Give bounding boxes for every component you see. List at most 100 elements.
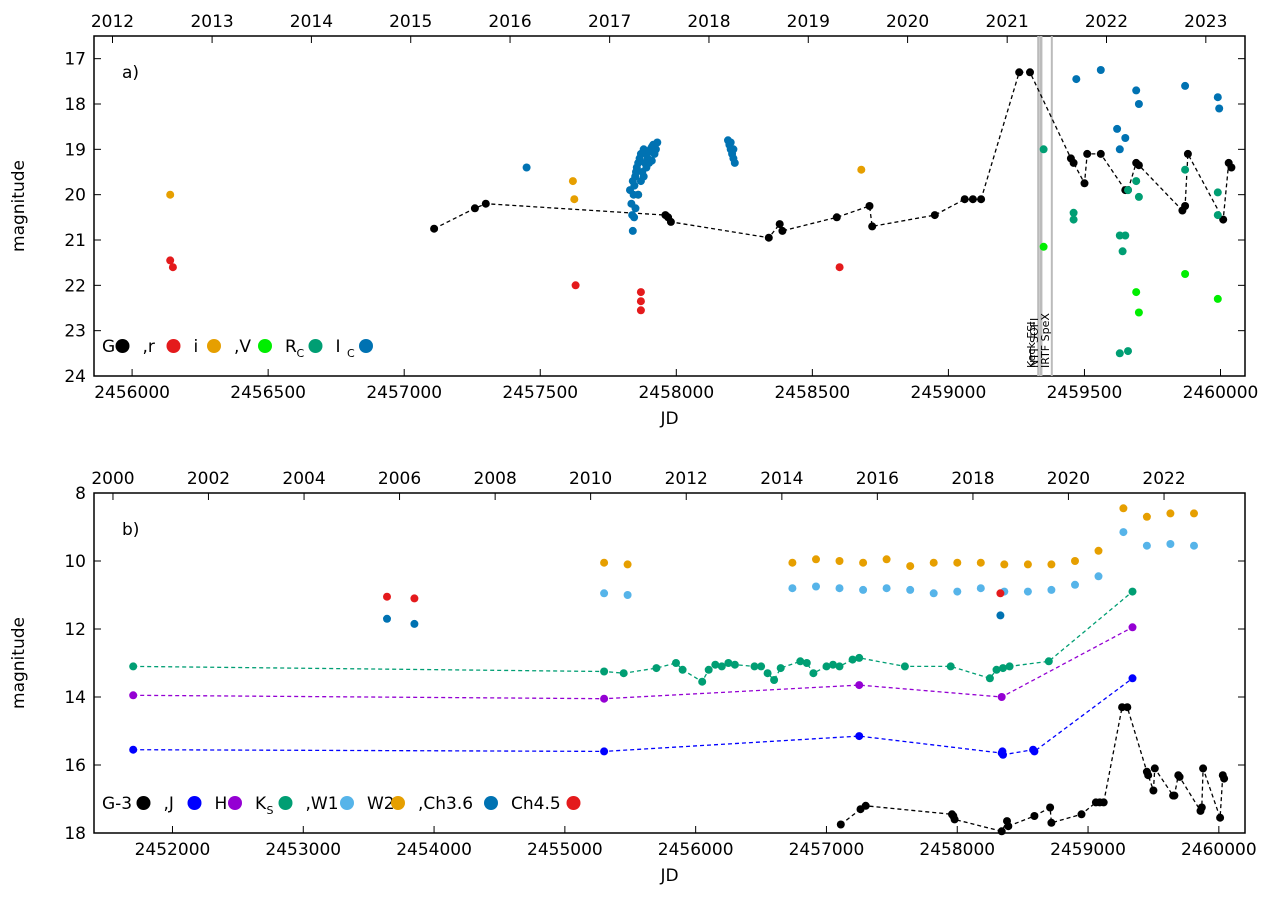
data-point-W1 (929, 589, 938, 598)
data-point-i (857, 165, 866, 174)
data-point-K_S (619, 669, 628, 678)
data-point-G-3 (861, 801, 870, 810)
data-point-I_C (639, 172, 648, 181)
legend-marker (566, 796, 581, 810)
x-tick-label: 2455000 (527, 840, 603, 860)
data-point-G-3 (1149, 786, 1158, 795)
data-point-R_C (1115, 349, 1124, 358)
legend-marker (228, 796, 242, 810)
data-point-G (1080, 179, 1089, 188)
top-year-label: 2022 (1142, 469, 1185, 489)
data-point-G-3 (1004, 822, 1013, 831)
data-point-W1 (1094, 572, 1103, 581)
series-line-G (433, 71, 1232, 239)
x-tick-label: 2456500 (230, 383, 306, 403)
series-line-J (133, 677, 1133, 756)
data-point-W1 (788, 584, 797, 593)
data-point-G-3 (997, 827, 1006, 836)
top-year-label: 2021 (986, 12, 1029, 32)
x-tick-label: 2458000 (638, 383, 714, 403)
data-point-I_C (726, 138, 735, 147)
data-point-J (1128, 674, 1137, 683)
data-point-K_S (724, 659, 733, 667)
data-point-R_C (1213, 211, 1222, 220)
data-point-R_C (1039, 145, 1048, 154)
data-point-R_C (1124, 186, 1132, 195)
data-point-I_C (634, 190, 643, 199)
x-tick-label: 2456000 (94, 383, 170, 403)
legend-marker (278, 796, 293, 810)
data-point-W2 (1119, 504, 1128, 513)
data-point-G (470, 204, 479, 213)
x-tick-label: 2457000 (789, 840, 865, 860)
data-point-I_C (628, 226, 637, 235)
data-point-G (832, 213, 841, 222)
data-point-W1 (812, 582, 820, 591)
data-point-J (1030, 747, 1039, 756)
data-point-G (1183, 149, 1192, 158)
legend-marker (359, 339, 373, 353)
data-point-G (1026, 68, 1034, 77)
data-point-G-3 (1197, 803, 1206, 812)
data-point-H (1128, 623, 1137, 632)
legend-label: G-3 (102, 794, 132, 814)
legend-marker (340, 796, 354, 810)
data-point-K_S (802, 659, 811, 667)
top-year-label: 2010 (569, 469, 612, 489)
legend-label: I (336, 337, 341, 357)
series-line-K_S (133, 591, 1133, 683)
data-point-G (481, 199, 490, 208)
top-year-label: 2008 (474, 469, 517, 489)
data-point-G (968, 195, 977, 204)
top-year-label: 2023 (1184, 12, 1227, 32)
top-year-label: 2014 (760, 469, 803, 489)
y-tick-label: 21 (64, 231, 86, 251)
top-year-label: 2014 (290, 12, 333, 32)
data-point-I_C (1213, 93, 1222, 102)
legend: G-3 ,J H K S ,W1 W2 ,Ch3.6 Ch4.5 (102, 794, 581, 817)
data-point-I_C (1115, 145, 1124, 154)
plot-frame (93, 35, 1246, 377)
data-point-G (1083, 149, 1092, 158)
data-point-I_C (729, 145, 738, 154)
data-point-W2 (623, 560, 632, 569)
data-point-G (1069, 158, 1078, 167)
data-point-G-3 (950, 815, 959, 824)
data-point-G-3 (836, 820, 845, 829)
data-point-K_S (129, 662, 138, 671)
legend-marker (187, 796, 202, 810)
x-tick-label: 2453000 (265, 840, 341, 860)
data-point-G-3 (1199, 764, 1208, 773)
y-tick-label: 10 (64, 552, 86, 572)
data-point-W1 (1119, 528, 1128, 537)
legend-marker (166, 339, 181, 353)
data-point-W1 (906, 585, 915, 594)
data-point-W2 (788, 558, 797, 567)
legend: G ,r i ,V R C I C (102, 337, 373, 360)
data-point-W1 (1071, 580, 1079, 589)
data-point-K_S (711, 660, 720, 669)
data-point-R_C (1124, 347, 1132, 356)
data-point-I_C (1132, 86, 1141, 95)
data-point-G-3 (1144, 771, 1153, 780)
data-point-r (168, 263, 177, 272)
data-point-R_C (1121, 231, 1130, 240)
data-point-K_S (809, 669, 818, 678)
data-point-K_S (757, 662, 766, 671)
data-point-K_S (600, 667, 609, 676)
data-point-K_S (704, 665, 713, 674)
data-point-H (129, 691, 138, 700)
y-tick-label: 8 (75, 484, 86, 504)
data-point-W2 (1047, 560, 1056, 569)
legend-label: G (102, 337, 115, 357)
legend-label: R (285, 337, 297, 357)
data-point-K_S (985, 674, 994, 683)
data-point-I_C (630, 213, 639, 222)
data-point-G (778, 226, 787, 235)
legend-marker (115, 339, 130, 353)
data-point-W1 (623, 591, 632, 599)
data-point-G-3 (1047, 818, 1056, 827)
data-point-I_C (1121, 134, 1130, 142)
data-point-V (1132, 288, 1141, 297)
